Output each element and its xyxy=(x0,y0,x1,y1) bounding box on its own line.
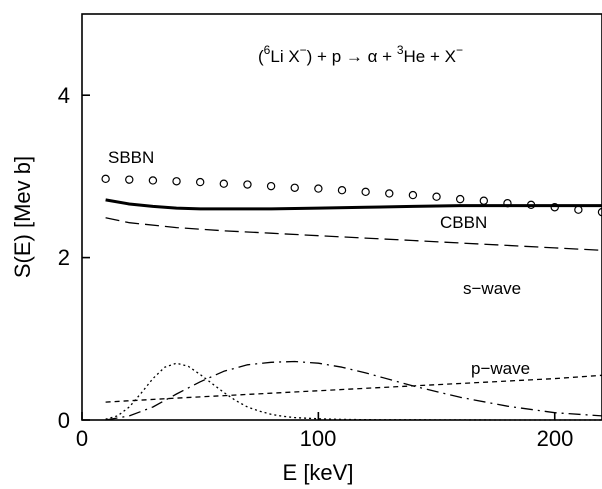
label-s-wave: s−wave xyxy=(463,279,521,298)
point-sbbn-1 xyxy=(125,175,134,184)
x-axis-title: E [keV] xyxy=(283,460,354,485)
point-sbbn-5 xyxy=(219,179,229,188)
reaction-sup-6: 6 xyxy=(264,43,271,57)
series-p-wave-3 xyxy=(105,374,602,403)
point-sbbn-4 xyxy=(195,177,205,187)
point-sbbn-19 xyxy=(550,203,559,212)
label-sbbn: SBBN xyxy=(108,148,154,167)
plot-frame xyxy=(81,13,602,421)
x-tick-label-200: 200 xyxy=(537,426,574,451)
y-tick-label-2: 2 xyxy=(58,245,70,270)
y-axis-title: S(E) [Mev b] xyxy=(10,156,35,278)
reaction-mid2: ) + p → α + xyxy=(307,47,397,66)
point-sbbn-20 xyxy=(574,205,583,214)
point-sbbn-8 xyxy=(290,183,299,192)
series-s-wave-2 xyxy=(105,217,602,251)
point-sbbn-3 xyxy=(172,177,181,186)
point-sbbn-10 xyxy=(337,186,347,195)
point-sbbn-11 xyxy=(361,187,370,197)
y-tick-label-0: 0 xyxy=(58,408,70,433)
reaction-sup-3: 3 xyxy=(397,43,404,57)
tick-marks xyxy=(81,94,556,421)
point-sbbn-14 xyxy=(432,192,441,201)
y-tick-label-4: 4 xyxy=(58,83,70,108)
reaction-sup-minus-1: − xyxy=(300,43,307,57)
series-layer xyxy=(101,174,602,421)
point-sbbn-21 xyxy=(597,207,602,217)
point-sbbn-7 xyxy=(266,181,276,191)
point-sbbn-16 xyxy=(479,196,489,205)
reaction-sup-minus-2: − xyxy=(456,43,463,57)
label-cbbn: CBBN xyxy=(440,213,487,232)
reaction-tail: He + X xyxy=(404,47,456,66)
x-tick-label-100: 100 xyxy=(300,426,337,451)
series-cbbn-1 xyxy=(105,198,602,211)
point-sbbn-2 xyxy=(148,176,158,185)
point-sbbn-12 xyxy=(385,189,394,198)
point-sbbn-15 xyxy=(455,194,465,204)
series-dash-dot-5 xyxy=(105,360,602,421)
point-sbbn-9 xyxy=(314,184,323,193)
point-sbbn-6 xyxy=(243,180,252,189)
reaction-mid1: Li X xyxy=(270,47,299,66)
reaction-equation: (6Li X−) + p → α + 3He + X− xyxy=(258,43,463,66)
label-p-wave: p−wave xyxy=(471,359,530,378)
x-tick-label-0: 0 xyxy=(76,426,88,451)
reaction-pre: ( xyxy=(258,47,264,66)
point-sbbn-13 xyxy=(408,190,418,200)
point-sbbn-0 xyxy=(101,174,110,184)
